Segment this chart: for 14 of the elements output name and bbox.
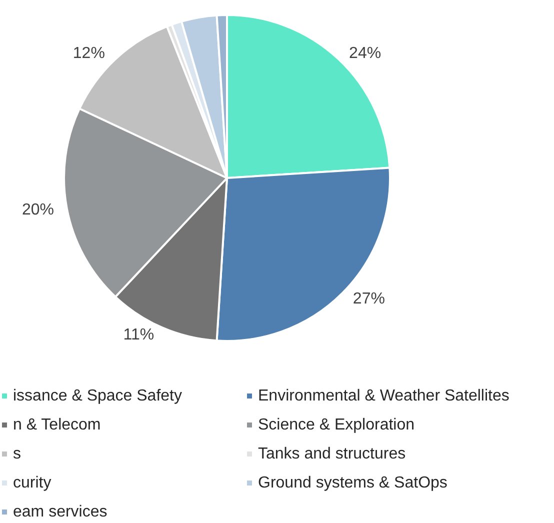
legend-label: Science & Exploration (258, 416, 415, 434)
legend-label: issance & Space Safety (13, 388, 182, 404)
data-label: 27% (352, 290, 385, 308)
data-label: 20% (22, 202, 54, 219)
data-label: 24% (349, 44, 382, 62)
legend-label: Tanks and structures (258, 446, 406, 462)
legend-label: n & Telecom (13, 416, 101, 434)
data-label: 11% (123, 326, 154, 344)
legend-label: curity (13, 474, 52, 492)
data-label: 12% (72, 44, 105, 62)
legend-label: Environmental & Weather Satellites (258, 388, 510, 404)
legend-label: s (13, 446, 21, 462)
legend-label: eam services (13, 504, 108, 520)
legend-label: Ground systems & SatOps (258, 474, 448, 492)
